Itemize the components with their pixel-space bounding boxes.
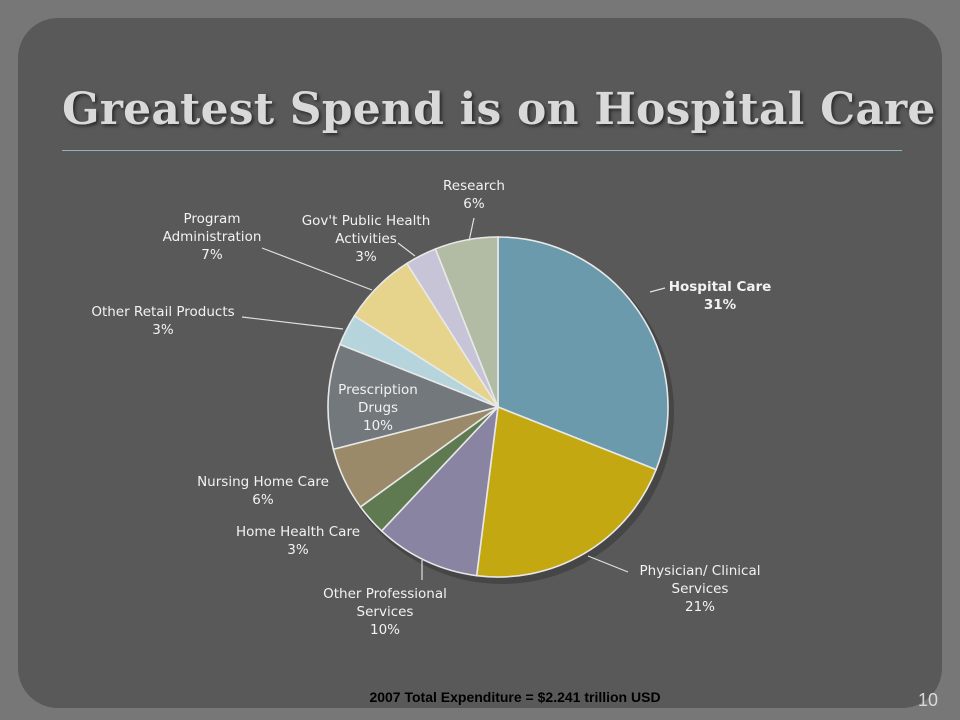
leader-line — [397, 242, 416, 257]
pie-slice — [327, 343, 501, 451]
slice-label: Other Professional Services 10% — [323, 586, 447, 638]
leader-line — [261, 247, 373, 291]
pie-slice — [380, 404, 500, 577]
total-expenditure-caption: 2007 Total Expenditure = $2.241 trillion… — [369, 689, 661, 705]
slice-label: Physician/ Clinical Services 21% — [640, 563, 761, 615]
slice-label: Nursing Home Care 6% — [197, 474, 329, 508]
leader-line — [241, 316, 344, 330]
slice-label: Program Administration 7% — [163, 211, 262, 263]
slice-label: Hospital Care 31% — [669, 279, 772, 313]
title-underline — [62, 150, 902, 151]
pie-slice — [475, 405, 658, 578]
slice-label: Home Health Care 3% — [236, 524, 360, 558]
pie-slice — [497, 236, 669, 471]
leader-line — [649, 287, 666, 293]
slice-label: Research 6% — [443, 178, 505, 212]
leader-line — [468, 217, 475, 242]
page-number: 10 — [918, 690, 939, 710]
leader-line — [587, 555, 629, 573]
slide-title: Greatest Spend is on Hospital Care — [62, 84, 936, 135]
slice-label: Gov't Public Health Activities 3% — [302, 213, 431, 265]
slice-label: Prescription Drugs 10% — [338, 382, 418, 434]
pie-slice — [434, 236, 499, 408]
slice-label: Other Retail Products 3% — [91, 304, 234, 338]
